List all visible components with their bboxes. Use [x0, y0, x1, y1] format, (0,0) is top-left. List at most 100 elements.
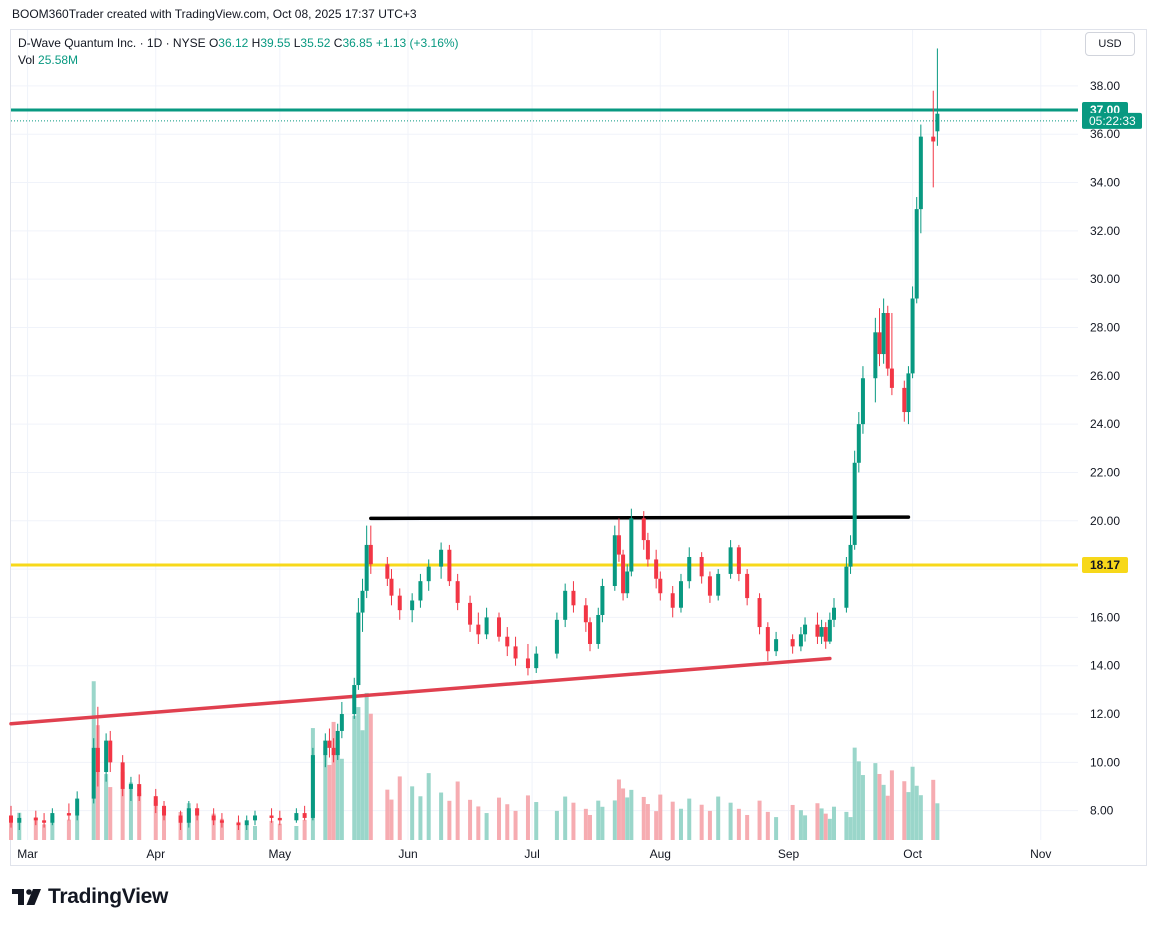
candle-body: [877, 332, 882, 355]
volume-bar: [323, 746, 328, 840]
candle-body: [616, 535, 621, 555]
volume-bar: [803, 815, 808, 840]
price-tick-label: 12.00: [1090, 707, 1120, 721]
candle-body: [186, 808, 191, 823]
candle-body: [873, 332, 878, 379]
candle-body: [484, 617, 489, 635]
volume-bar: [823, 813, 828, 840]
volume-bar: [339, 758, 344, 840]
candle-body: [294, 813, 299, 821]
volume-bar: [881, 784, 886, 840]
volume-bar: [645, 804, 650, 840]
price-tick-label: 16.00: [1090, 610, 1120, 624]
volume-bar: [931, 779, 936, 840]
candle-body: [554, 619, 559, 654]
volume-bar: [699, 804, 704, 840]
candle-body: [389, 578, 394, 596]
candle-body: [253, 815, 258, 821]
volume-bar: [484, 813, 489, 840]
candle-body: [104, 740, 109, 773]
candle-body: [815, 624, 820, 637]
volume-bar: [236, 821, 241, 840]
candle-body: [765, 627, 770, 652]
volume-bar: [616, 779, 621, 840]
currency-button[interactable]: USD: [1085, 32, 1135, 56]
price-tick-label: 28.00: [1090, 320, 1120, 334]
volume-bar: [331, 721, 336, 840]
volume-bar: [360, 730, 365, 840]
volume-bar: [889, 770, 894, 840]
close-label: C: [333, 36, 343, 50]
candle-body: [670, 593, 675, 608]
price-tick-label: 22.00: [1090, 465, 1120, 479]
candle-body: [645, 540, 650, 560]
candle-body: [678, 581, 683, 608]
volume-bar: [587, 814, 592, 840]
candle-body: [91, 747, 96, 799]
volume-bar: [447, 800, 452, 840]
volume-bar: [554, 810, 559, 840]
candle-body: [335, 730, 340, 756]
month-tick-label: Aug: [650, 847, 671, 861]
volume-bar: [410, 786, 415, 840]
volume-bar: [468, 799, 473, 840]
candle-body: [844, 566, 849, 608]
candle-body: [798, 634, 803, 647]
candle-body: [831, 607, 836, 620]
price-tick-label: 24.00: [1090, 417, 1120, 431]
volume-bar: [831, 806, 836, 840]
candle-body: [310, 755, 315, 818]
volume-bar: [42, 824, 47, 840]
rising-trendline[interactable]: [9, 656, 832, 726]
volume-bar: [327, 764, 332, 840]
volume-bar: [137, 793, 142, 840]
volume-bar: [641, 796, 646, 840]
volume-bar: [162, 806, 167, 840]
volume-bar: [844, 811, 849, 840]
candle-body: [736, 547, 741, 574]
volume-bar: [852, 747, 857, 840]
resistance-line[interactable]: [369, 515, 911, 521]
candle-body: [137, 784, 142, 797]
candle-body: [468, 602, 473, 625]
candle-body: [914, 209, 919, 299]
high-value: 39.55: [260, 36, 291, 50]
candle-body: [525, 658, 530, 669]
volume-bar: [66, 819, 71, 840]
volume-bar: [253, 826, 258, 840]
month-tick-label: Sep: [778, 847, 800, 861]
volume-bar: [418, 796, 423, 840]
candle-body: [612, 535, 617, 586]
price-marker-bg: [1082, 556, 1128, 573]
price-tick-label: 38.00: [1090, 79, 1120, 93]
volume-bar: [629, 789, 634, 840]
candle-body: [889, 368, 894, 388]
volume-bar: [505, 804, 510, 840]
candle-body: [368, 544, 373, 565]
candle-body: [910, 298, 915, 374]
candle-body: [881, 312, 886, 355]
candle-body: [95, 747, 100, 773]
month-tick-label: Jul: [524, 847, 539, 861]
volume-bar: [128, 782, 133, 840]
month-tick-label: Oct: [903, 847, 922, 861]
candle-body: [687, 557, 692, 582]
candle-body: [364, 544, 369, 591]
candle-body: [236, 822, 241, 826]
symbol-title: D-Wave Quantum Inc. · 1D · NYSE: [18, 36, 206, 50]
candle-body: [856, 424, 861, 463]
volume-bar: [356, 707, 361, 840]
candle-body: [848, 544, 853, 567]
candle-body: [641, 518, 646, 541]
volume-bar: [426, 773, 431, 840]
volume-bar: [902, 781, 907, 840]
price-tick-label: 8.00: [1090, 804, 1114, 818]
candle-body: [513, 646, 518, 659]
volume-bar: [153, 800, 158, 840]
candle-body: [128, 784, 133, 789]
candle-body: [426, 566, 431, 582]
month-tick-label: May: [268, 847, 291, 861]
volume-bar: [385, 789, 390, 840]
candle-body: [352, 685, 357, 715]
